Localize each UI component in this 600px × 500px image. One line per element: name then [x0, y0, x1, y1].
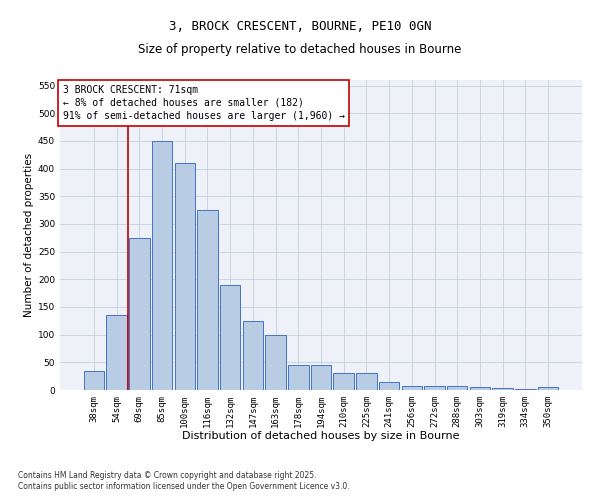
Bar: [447, 386, 467, 390]
Bar: [265, 334, 286, 390]
Bar: [401, 386, 422, 390]
Bar: [106, 316, 127, 390]
Bar: [424, 386, 445, 390]
Text: 3 BROCK CRESCENT: 71sqm
← 8% of detached houses are smaller (182)
91% of semi-de: 3 BROCK CRESCENT: 71sqm ← 8% of detached…: [62, 84, 344, 121]
Bar: [242, 321, 263, 390]
Bar: [515, 389, 536, 390]
Text: Contains HM Land Registry data © Crown copyright and database right 2025.: Contains HM Land Registry data © Crown c…: [18, 470, 317, 480]
Text: Size of property relative to detached houses in Bourne: Size of property relative to detached ho…: [139, 42, 461, 56]
Bar: [197, 210, 218, 390]
Bar: [288, 365, 308, 390]
Bar: [538, 387, 558, 390]
Bar: [379, 382, 400, 390]
Y-axis label: Number of detached properties: Number of detached properties: [24, 153, 34, 317]
Bar: [356, 374, 377, 390]
Bar: [220, 285, 241, 390]
X-axis label: Distribution of detached houses by size in Bourne: Distribution of detached houses by size …: [182, 432, 460, 442]
Bar: [334, 374, 354, 390]
Bar: [493, 388, 513, 390]
Text: 3, BROCK CRESCENT, BOURNE, PE10 0GN: 3, BROCK CRESCENT, BOURNE, PE10 0GN: [169, 20, 431, 33]
Bar: [175, 163, 195, 390]
Bar: [84, 370, 104, 390]
Bar: [129, 238, 149, 390]
Bar: [311, 365, 331, 390]
Bar: [470, 387, 490, 390]
Bar: [152, 141, 172, 390]
Text: Contains public sector information licensed under the Open Government Licence v3: Contains public sector information licen…: [18, 482, 350, 491]
